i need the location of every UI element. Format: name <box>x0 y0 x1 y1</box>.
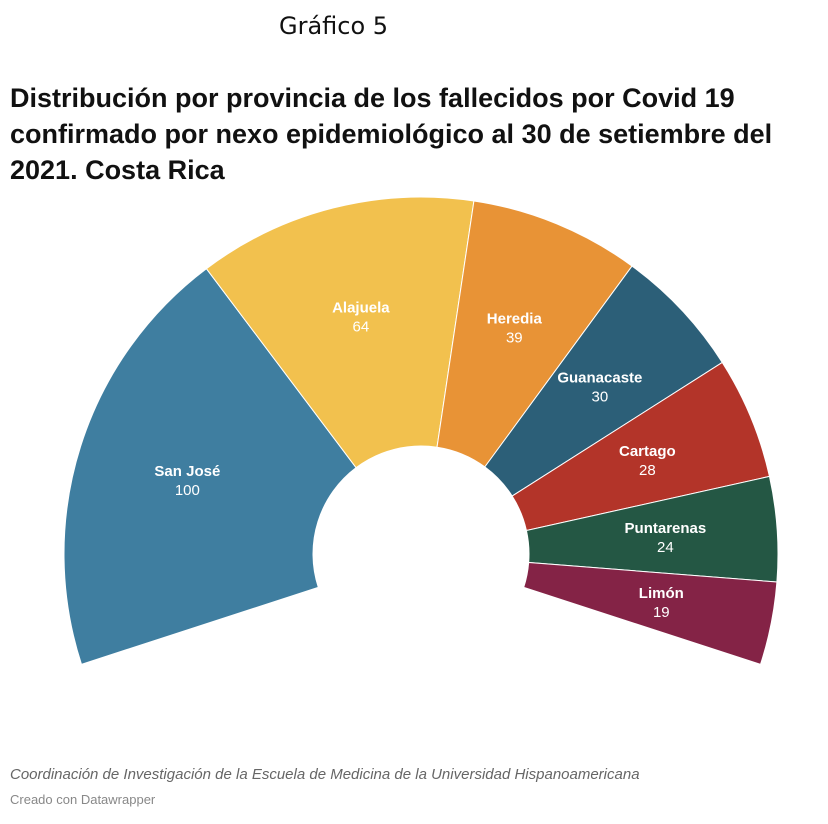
source-note: Coordinación de Investigación de la Escu… <box>10 766 640 783</box>
slice-value-guanacaste: 30 <box>592 389 609 406</box>
slice-label-limon: Limón <box>639 585 684 602</box>
slice-label-cartago: Cartago <box>619 443 676 460</box>
slice-label-alajuela: Alajuela <box>332 299 390 316</box>
slice-label-puntarenas: Puntarenas <box>625 520 707 537</box>
slice-value-alajuela: 64 <box>353 318 370 335</box>
slice-alajuela <box>205 196 475 469</box>
slice-value-san-jose: 100 <box>175 482 200 499</box>
chart-title: Distribución por provincia de los fallec… <box>10 83 773 185</box>
slice-label-heredia: Heredia <box>487 310 543 327</box>
semicircle-donut-chart: San José 100 Alajuela 64 Heredia 39 Guanacaste… <box>63 196 779 665</box>
slice-value-heredia: 39 <box>506 329 523 346</box>
slice-value-cartago: 28 <box>639 462 656 479</box>
slice-limon <box>523 561 778 665</box>
slice-value-limon: 19 <box>653 604 670 621</box>
credit-note: Creado con Datawrapper <box>10 792 156 807</box>
slice-value-puntarenas: 24 <box>657 539 674 556</box>
slice-label-guanacaste: Guanacaste <box>557 370 642 387</box>
slice-san-jose <box>63 267 357 665</box>
slice-label-san-jose: San José <box>154 463 220 480</box>
figure-label: Gráfico 5 <box>279 12 389 40</box>
